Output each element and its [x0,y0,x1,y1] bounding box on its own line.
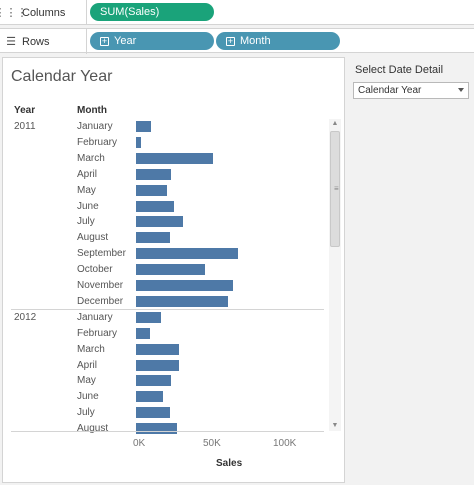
rows-shelf[interactable]: ☰ Rows + Year + Month [0,28,474,54]
month-label[interactable]: July [77,216,95,228]
sales-bar[interactable] [136,136,141,148]
scroll-down-arrow-icon[interactable]: ▼ [331,422,339,429]
sales-bar[interactable] [136,327,150,339]
month-label[interactable]: May [77,375,96,387]
year-pill[interactable]: + Year [90,32,214,50]
sales-bar[interactable] [136,152,213,164]
vertical-scrollbar[interactable]: ▲ ≡ ▼ [329,119,341,431]
year-header[interactable]: Year [14,105,36,116]
month-label[interactable]: June [77,391,99,403]
columns-label: Columns [22,6,66,19]
sales-bar[interactable] [136,200,174,212]
sales-bar[interactable] [136,391,164,403]
month-label[interactable]: May [77,184,96,196]
month-label[interactable]: October [77,264,113,276]
sales-bar[interactable] [136,295,228,307]
view-title: Calendar Year [11,68,113,85]
month-label[interactable]: August [77,423,109,435]
sales-bar[interactable] [136,343,180,355]
scroll-up-arrow-icon[interactable]: ▲ [331,120,339,127]
expand-plus-icon[interactable]: + [226,35,235,46]
sales-bar[interactable] [136,216,183,228]
rows-shelf-label: ☰ Rows [0,29,87,54]
sales-bar[interactable] [136,311,162,323]
month-label[interactable]: April [77,359,98,371]
month-label[interactable]: September [77,248,126,260]
sales-bar[interactable] [136,423,177,435]
date-detail-selected: Calendar Year [358,85,422,96]
columns-shelf-label: ⋮⋮⋮ Columns [0,0,87,25]
month-label[interactable]: November [77,280,124,291]
month-label[interactable]: March [77,152,105,164]
month-label[interactable]: March [77,343,105,355]
year-label[interactable]: 2012 [14,311,37,323]
sum-sales-pill[interactable]: SUM(Sales) [90,3,214,21]
x-tick-label: 0K [133,438,146,449]
month-pill[interactable]: + Month [216,32,340,50]
columns-shelf[interactable]: ⋮⋮⋮ Columns SUM(Sales) [0,0,474,25]
month-label[interactable]: December [77,295,124,307]
sum-sales-pill-label: SUM(Sales) [100,6,160,18]
sales-bar[interactable] [136,232,170,244]
columns-icon: ⋮⋮⋮ [0,7,28,19]
sales-bar[interactable] [136,121,152,132]
grip-icon: ≡ [334,184,339,193]
table-bottom-border [11,431,324,432]
worksheet-view: Calendar Year Year Month 2011 January Febr… [2,57,345,483]
month-label[interactable]: June [77,200,99,212]
month-label[interactable]: April [77,168,98,180]
sales-bar[interactable] [136,407,170,419]
sales-bar[interactable] [136,280,234,291]
sales-bar[interactable] [136,168,171,180]
month-label[interactable]: February [77,327,118,339]
x-tick-label: 100K [273,438,297,449]
sales-bar[interactable] [136,359,180,371]
date-detail-dropdown[interactable]: Calendar Year [353,82,469,99]
year-pill-label: Year [114,35,137,47]
year-separator [11,308,324,310]
dropdown-arrow-icon[interactable] [458,88,464,92]
date-detail-title: Select Date Detail [355,64,444,76]
month-label[interactable]: August [77,232,109,244]
expand-plus-icon[interactable]: + [100,35,109,46]
year-label[interactable]: 2011 [14,121,36,132]
rows-icon: ☰ [6,36,16,48]
month-label[interactable]: January [77,121,113,132]
sales-bar[interactable] [136,264,206,276]
month-label[interactable]: February [77,136,118,148]
rows-label: Rows [22,35,50,48]
month-pill-label: Month [240,35,271,47]
month-header[interactable]: Month [77,105,107,116]
month-label[interactable]: January [77,311,113,323]
sales-bar[interactable] [136,184,167,196]
month-label[interactable]: July [77,407,95,419]
x-axis-title: Sales [216,458,243,469]
sales-bar[interactable] [136,248,239,260]
scroll-thumb[interactable]: ≡ [330,131,340,247]
sales-bar[interactable] [136,375,171,387]
x-tick-label: 50K [203,438,221,449]
